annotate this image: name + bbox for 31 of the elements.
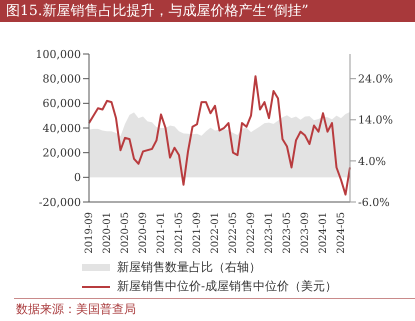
legend-label: 新屋销售数量占比（右轴） [117, 259, 261, 276]
y2-tick-label: 14.0% [358, 114, 393, 127]
source-note: 数据来源：美国普查局 [16, 301, 136, 318]
x-tick-label: 2023-05 [282, 212, 294, 254]
x-tick-label: 2021-09 [192, 212, 204, 254]
y-tick-label: 100,000 [36, 48, 81, 61]
y2-tick-label: 24.0% [358, 72, 393, 86]
x-tick-label: 2019-09 [84, 212, 96, 254]
x-tick-label: 2021-05 [174, 212, 186, 254]
x-tick-label: 2024-01 [318, 212, 330, 254]
y2-tick-label: 4.0% [358, 154, 386, 168]
x-tick-label: 2023-09 [300, 212, 312, 254]
y2-tick-label: -6.0% [358, 196, 390, 209]
x-tick-label: 2024-05 [336, 212, 348, 254]
legend-label: 新屋销售中位价-成屋销售中位价（美元） [117, 278, 338, 295]
x-tick-label: 2022-05 [228, 212, 240, 254]
x-tick-label: 2022-01 [210, 212, 222, 254]
x-tick-label: 2023-01 [264, 212, 276, 254]
x-tick-label: 2020-05 [120, 212, 132, 254]
y-tick-label: 20,000 [42, 146, 81, 160]
chart-title: 图15.新屋销售占比提升，与成屋价格产生“倒挂” [0, 0, 415, 22]
y-tick-label: 60,000 [42, 97, 81, 110]
y-tick-label: -20,000 [38, 196, 81, 209]
y-tick-label: 0 [74, 171, 81, 184]
x-tick-label: 2021-01 [156, 212, 168, 254]
x-tick-label: 2020-01 [102, 212, 114, 254]
x-tick-label: 2022-09 [246, 212, 258, 254]
y-tick-label: 40,000 [42, 122, 81, 135]
x-tick-label: 2020-09 [138, 212, 150, 254]
line-series [88, 75, 351, 196]
y-tick-label: 80,000 [42, 72, 81, 86]
